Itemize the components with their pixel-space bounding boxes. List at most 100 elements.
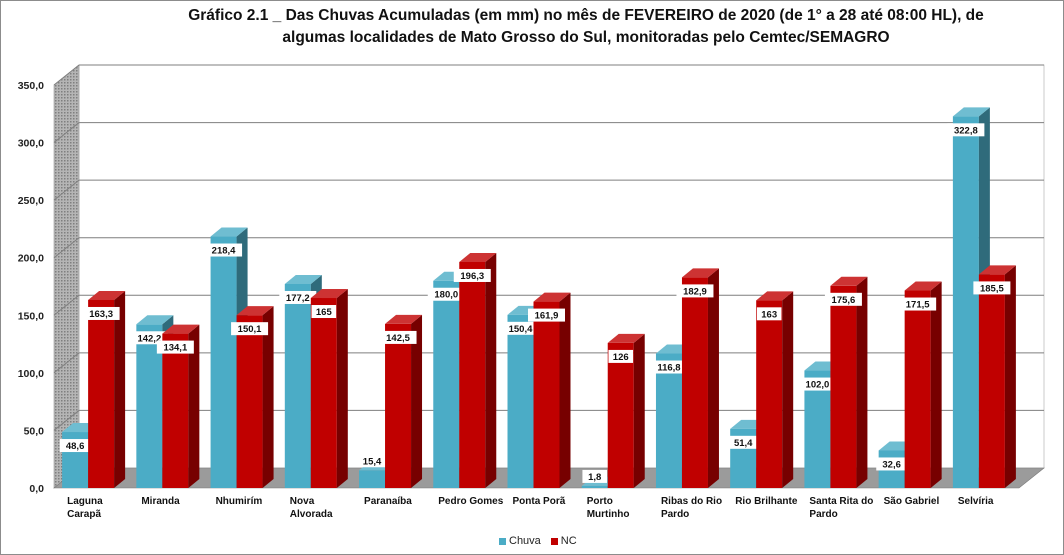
x-tick-label-line: Pedro Gomes bbox=[438, 496, 503, 507]
gridline-side bbox=[53, 410, 80, 431]
x-tick-label-line: Rio Brilhante bbox=[735, 496, 798, 507]
data-label-box bbox=[379, 330, 417, 344]
bar-nc-front bbox=[310, 298, 337, 488]
data-label: 218,4 bbox=[212, 246, 236, 257]
x-tick-label-line: Laguna bbox=[67, 496, 103, 507]
x-tick-label-line: Nova bbox=[290, 496, 315, 507]
data-label-box bbox=[947, 123, 985, 137]
data-label: 142,2 bbox=[137, 333, 161, 344]
chart-title-line-2: algumas localidades de Mato Grosso do Su… bbox=[282, 29, 890, 46]
bar-nc-front bbox=[236, 315, 263, 488]
bar-nc-top bbox=[162, 324, 200, 334]
bar-nc-top bbox=[830, 276, 868, 286]
data-label: 185,5 bbox=[980, 283, 1004, 294]
bar-nc-top bbox=[459, 252, 497, 262]
bar-chuva-front bbox=[655, 353, 682, 488]
x-tick-label-line: Pardo bbox=[809, 509, 837, 520]
x-tick-label-line: Porto bbox=[587, 496, 613, 507]
data-label: 196,3 bbox=[460, 271, 484, 282]
data-label-box bbox=[453, 268, 491, 282]
y-tick-label: 0,0 bbox=[29, 483, 44, 495]
x-tick-label-line: Ribas do Rio bbox=[661, 496, 722, 507]
data-label-box bbox=[356, 454, 388, 468]
bar-chuva-front bbox=[359, 470, 386, 488]
x-tick-label: Paranaíba bbox=[364, 496, 412, 507]
bar-chuva-front bbox=[581, 485, 608, 488]
data-label-box bbox=[727, 435, 759, 449]
bar-nc-side bbox=[262, 306, 274, 488]
bar-nc-front bbox=[830, 285, 857, 488]
data-label: 182,9 bbox=[683, 286, 707, 297]
data-label-box bbox=[899, 297, 937, 311]
bar-nc-top bbox=[236, 306, 274, 316]
data-label-box bbox=[650, 360, 688, 374]
gridline-side bbox=[53, 64, 80, 86]
data-label-box bbox=[205, 243, 243, 257]
data-label-box bbox=[973, 281, 1011, 295]
bar-nc-side bbox=[411, 314, 423, 488]
data-label-box bbox=[756, 307, 782, 321]
data-label: 171,5 bbox=[906, 300, 930, 311]
bar-nc-side bbox=[930, 281, 942, 488]
bar-chuva-top bbox=[210, 227, 248, 237]
legend-label-chuva: Chuva bbox=[509, 535, 541, 547]
data-label-box bbox=[582, 469, 608, 483]
bar-nc-top bbox=[310, 289, 348, 299]
x-tick-label: Laguna Carapã bbox=[67, 496, 103, 520]
bar-nc-front bbox=[904, 290, 931, 488]
gridline-side bbox=[53, 352, 80, 374]
x-tick-label: Nhumirím bbox=[216, 496, 263, 507]
bar-chuva-front bbox=[952, 116, 979, 489]
gridline-side bbox=[53, 179, 80, 201]
data-label-box bbox=[279, 290, 317, 304]
bar-nc-side bbox=[336, 289, 348, 488]
bar-nc-front bbox=[385, 323, 412, 488]
x-tick-label-line: Carapã bbox=[67, 509, 101, 520]
x-tick-label: Rio Brilhante bbox=[735, 496, 798, 507]
y-tick-label: 150,0 bbox=[18, 310, 44, 322]
x-tick-label-line: Ponta Porã bbox=[513, 496, 566, 507]
bar-nc-front bbox=[533, 301, 560, 488]
x-tick-label-line: Miranda bbox=[141, 496, 180, 507]
bar-chuva-top bbox=[136, 315, 174, 325]
x-tick-label-line: Selvíria bbox=[958, 496, 994, 507]
bar-nc-front bbox=[459, 261, 486, 488]
bar-nc-side bbox=[856, 276, 868, 488]
bar-nc-front bbox=[607, 342, 634, 488]
y-tick-label: 350,0 bbox=[18, 80, 44, 92]
bar-nc-side bbox=[782, 291, 794, 488]
x-tick-label-line: Pardo bbox=[661, 509, 689, 520]
y-tick-label: 50,0 bbox=[24, 425, 45, 437]
data-label: 134,1 bbox=[163, 343, 187, 354]
legend: Chuva NC bbox=[499, 532, 577, 550]
bar-nc-side bbox=[559, 292, 571, 488]
bar-nc-front bbox=[162, 333, 189, 488]
bar-nc-top bbox=[978, 265, 1016, 275]
bar-nc-front bbox=[681, 277, 708, 488]
data-label-box bbox=[876, 457, 908, 471]
x-tick-label-line: Santa Rita do bbox=[809, 496, 873, 507]
data-label-box bbox=[798, 377, 836, 391]
legend-item-nc: NC bbox=[550, 535, 577, 547]
data-label: 1,8 bbox=[588, 472, 601, 483]
data-label: 175,6 bbox=[832, 295, 856, 306]
chart-title: Gráfico 2.1 _ Das Chuvas Acumuladas (em … bbox=[121, 5, 1051, 49]
data-label-box bbox=[608, 349, 634, 363]
gridline-side bbox=[53, 237, 80, 259]
bar-nc-top bbox=[385, 314, 423, 324]
legend-swatch-nc bbox=[550, 537, 558, 545]
legend-label-nc: NC bbox=[560, 535, 577, 547]
x-tick-label-line: Nhumirím bbox=[216, 496, 263, 507]
data-label-box bbox=[528, 308, 565, 322]
data-label: 161,9 bbox=[535, 311, 559, 322]
data-label: 48,6 bbox=[66, 441, 85, 452]
legend-item-chuva: Chuva bbox=[499, 535, 541, 547]
bar-nc-front bbox=[756, 300, 783, 488]
bar-nc-top bbox=[88, 290, 126, 300]
data-label: 177,2 bbox=[286, 293, 310, 304]
data-label: 150,4 bbox=[509, 324, 533, 335]
data-label-box bbox=[59, 439, 91, 453]
data-label-box bbox=[427, 287, 465, 301]
bar-nc-top bbox=[681, 268, 719, 278]
